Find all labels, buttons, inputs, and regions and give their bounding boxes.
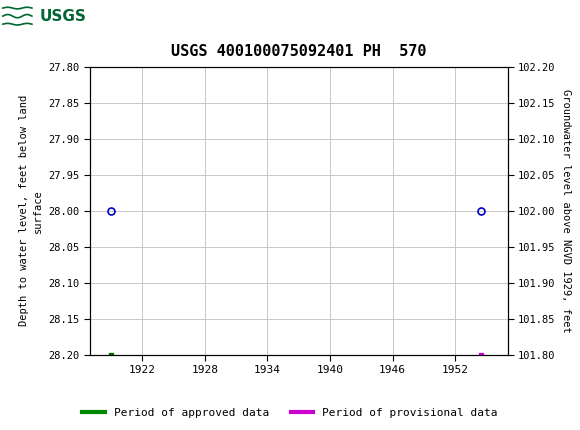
Y-axis label: Depth to water level, feet below land
surface: Depth to water level, feet below land su… <box>20 95 43 326</box>
Title: USGS 400100075092401 PH  570: USGS 400100075092401 PH 570 <box>171 43 426 58</box>
FancyBboxPatch shape <box>3 3 61 30</box>
Legend: Period of approved data, Period of provisional data: Period of approved data, Period of provi… <box>78 403 502 422</box>
Y-axis label: Groundwater level above NGVD 1929, feet: Groundwater level above NGVD 1929, feet <box>561 89 571 332</box>
Text: USGS: USGS <box>39 9 86 24</box>
